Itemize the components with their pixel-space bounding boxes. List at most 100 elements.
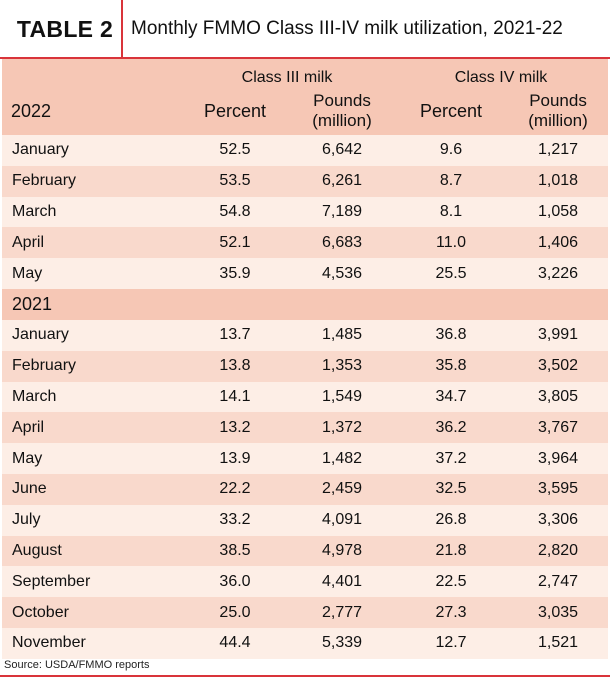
class-iv-percent-cell: 22.5 xyxy=(435,572,467,590)
month-cell: October xyxy=(12,603,69,621)
class-iv-pounds-cell: 1,521 xyxy=(538,634,579,652)
class-iv-pounds-cell: 3,767 xyxy=(538,418,579,436)
class-iii-pounds-cell: 4,091 xyxy=(321,511,363,529)
class-iv-percent-cell: 32.5 xyxy=(435,480,467,498)
class-iv-pounds-cell: 3,502 xyxy=(538,357,579,375)
group-header-row: Class III milk Class IV milk xyxy=(2,59,609,87)
table-body: January 52.5 6,642 9.6 1,217 February 53.5 6,26… xyxy=(2,135,609,659)
class-iii-pounds-cell: 1,485 xyxy=(321,326,363,344)
class-iv-pounds-cell: 3,964 xyxy=(538,449,579,467)
class-iii-percent-cell: 35.9 xyxy=(219,264,251,282)
class-iii-percent-cell: 38.5 xyxy=(219,541,251,559)
class-iv-pounds-cell: 2,820 xyxy=(538,541,579,559)
table-row: February 13.8 1,353 35.8 3,502 xyxy=(2,350,609,382)
class-iv-pounds-cell: 1,018 xyxy=(538,172,579,190)
table-row: March 14.1 1,549 34.7 3,805 xyxy=(2,381,609,413)
class-iv-percent-cell: 36.8 xyxy=(435,326,467,344)
class-iii-percent-cell: 53.5 xyxy=(219,172,251,190)
class-iii-pounds-cell: 2,459 xyxy=(321,480,363,498)
month-cell: January xyxy=(12,141,69,159)
pounds-line2: (million) xyxy=(528,111,588,130)
class-iii-pounds-cell: 7,189 xyxy=(321,202,363,220)
class-iii-pounds-cell: 1,353 xyxy=(321,357,363,375)
class-iv-percent-cell: 8.7 xyxy=(439,172,463,190)
year-2022-label: 2022 xyxy=(11,101,52,121)
class-iii-percent-cell: 13.8 xyxy=(219,357,251,375)
table-header: TABLE 2 Monthly FMMO Class III-IV milk u… xyxy=(0,0,610,58)
class-iv-percent-cell: 21.8 xyxy=(435,541,467,559)
header-divider xyxy=(121,0,123,58)
year-section-row: 2021 xyxy=(2,288,609,320)
month-cell: March xyxy=(12,387,57,405)
class-iii-percent-cell: 36.0 xyxy=(219,572,251,590)
table-row: September 36.0 4,401 22.5 2,747 xyxy=(2,566,609,598)
class-iv-pounds-cell: 3,595 xyxy=(538,480,579,498)
table-row: February 53.5 6,261 8.7 1,018 xyxy=(2,165,609,197)
class-iv-pounds-cell: 3,991 xyxy=(538,326,579,344)
milk-utilization-table: Class III milk Class IV milk 2022 Percen… xyxy=(2,59,609,659)
class-iv-percent-cell: 25.5 xyxy=(435,264,467,282)
class-iv-percent-cell: 9.6 xyxy=(439,141,463,159)
class-iii-percent-cell: 52.5 xyxy=(219,141,251,159)
class-iii-percent-cell: 22.2 xyxy=(219,480,251,498)
table-title: Monthly FMMO Class III-IV milk utilizati… xyxy=(131,18,563,39)
class-iv-percent-cell: 12.7 xyxy=(435,634,467,652)
class-iv-pounds-cell: 1,406 xyxy=(538,233,579,251)
class-iii-pounds-cell: 6,683 xyxy=(321,233,363,251)
col-header-pounds-class-iii: Pounds (million) xyxy=(290,87,394,135)
class-iii-percent-cell: 25.0 xyxy=(219,603,251,621)
month-cell: March xyxy=(12,202,57,220)
class-iv-percent-cell: 35.8 xyxy=(435,357,467,375)
month-cell: February xyxy=(12,357,77,375)
table-number-label: TABLE 2 xyxy=(16,15,114,42)
class-iv-percent-cell: 37.2 xyxy=(435,449,467,467)
class-iii-pounds-cell: 6,642 xyxy=(321,141,363,159)
month-cell: November xyxy=(12,634,86,652)
table-row: June 22.2 2,459 32.5 3,595 xyxy=(2,473,609,505)
class-iv-pounds-cell: 1,058 xyxy=(538,202,579,220)
class-iv-percent-cell: 36.2 xyxy=(435,418,467,436)
pounds-line2: (million) xyxy=(312,111,372,130)
month-cell: April xyxy=(12,233,45,251)
class-iii-pounds-cell: 1,549 xyxy=(321,387,363,405)
month-cell: January xyxy=(12,326,69,344)
table-row: January 13.7 1,485 36.8 3,991 xyxy=(2,319,609,351)
month-cell: February xyxy=(12,172,77,190)
table-row: April 13.2 1,372 36.2 3,767 xyxy=(2,412,609,444)
class-iv-percent-cell: 34.7 xyxy=(435,387,467,405)
class-iii-percent-cell: 14.1 xyxy=(219,387,251,405)
class-iv-pounds-cell: 3,805 xyxy=(538,387,579,405)
month-cell: August xyxy=(12,541,62,559)
class-iii-pounds-cell: 6,261 xyxy=(321,172,363,190)
class-iv-pounds-cell: 1,217 xyxy=(538,141,579,159)
class-iii-pounds-cell: 1,482 xyxy=(321,449,363,467)
month-cell: May xyxy=(12,449,43,467)
class-iv-pounds-cell: 3,226 xyxy=(538,264,579,282)
class-iv-pounds-cell: 3,306 xyxy=(538,511,579,529)
class-iv-percent-cell: 27.3 xyxy=(435,603,467,621)
class-iii-pounds-cell: 4,978 xyxy=(321,541,363,559)
class-iii-pounds-cell: 1,372 xyxy=(321,418,363,436)
class-iv-percent-cell: 8.1 xyxy=(439,202,463,220)
month-cell: July xyxy=(12,511,41,529)
class-iii-percent-cell: 44.4 xyxy=(219,634,251,652)
column-header-row: 2022 Percent Pounds (million) Percent Po… xyxy=(2,87,609,135)
source-note: Source: USDA/FMMO reports xyxy=(4,659,150,671)
class-iii-pounds-cell: 2,777 xyxy=(321,603,363,621)
table-row: August 38.5 4,978 21.8 2,820 xyxy=(2,535,609,567)
table-row: November 44.4 5,339 12.7 1,521 xyxy=(2,627,609,659)
class-iii-percent-cell: 13.2 xyxy=(219,418,251,436)
group-header-class-iii: Class III milk xyxy=(241,69,333,86)
col-header-pounds-class-iv: Pounds (million) xyxy=(508,87,608,135)
table-row: March 54.8 7,189 8.1 1,058 xyxy=(2,196,609,228)
table-row: May 35.9 4,536 25.5 3,226 xyxy=(2,258,609,289)
header-rule xyxy=(0,57,610,59)
class-iv-pounds-cell: 2,747 xyxy=(538,572,579,590)
class-iii-percent-cell: 13.7 xyxy=(219,326,251,344)
class-iv-percent-cell: 26.8 xyxy=(435,511,467,529)
footer-rule xyxy=(0,675,610,677)
month-cell: September xyxy=(12,572,91,590)
class-iii-pounds-cell: 5,339 xyxy=(321,634,363,652)
class-iii-pounds-cell: 4,401 xyxy=(321,572,363,590)
group-header-spacer xyxy=(2,59,180,87)
